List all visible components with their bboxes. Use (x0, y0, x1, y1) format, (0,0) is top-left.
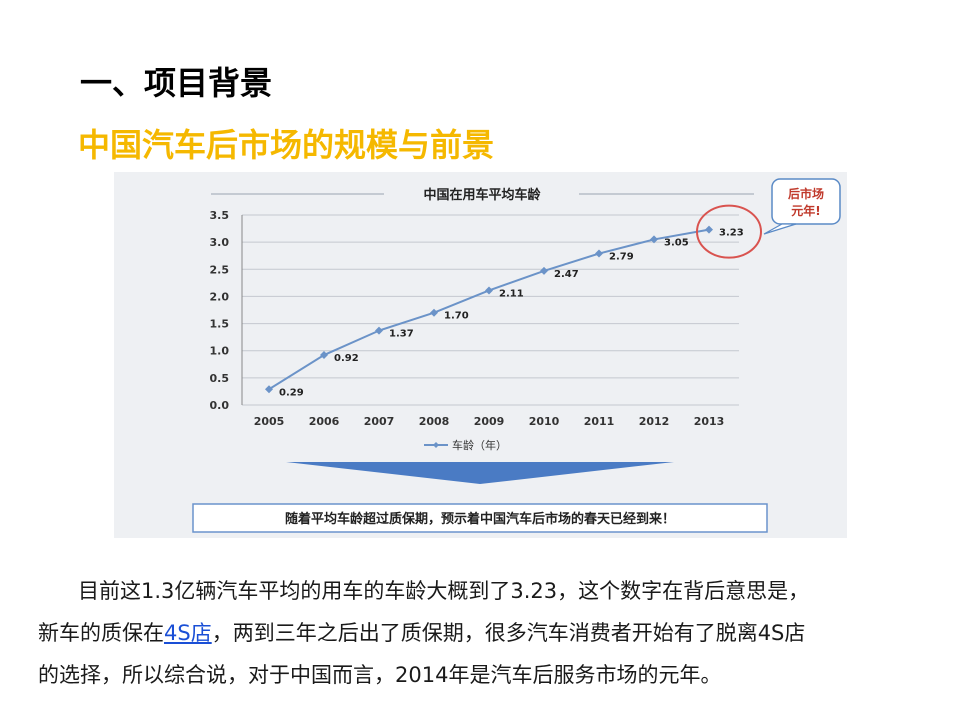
paragraph-line-2: 新车的质保在4S店，两到三年之后出了质保期，很多汽车消费者开始有了脱离4S店 (38, 612, 918, 654)
x-tick-label: 2011 (584, 415, 615, 428)
data-point (650, 235, 658, 244)
slide-subheading: 中国汽车后市场的规模与前景 (78, 126, 495, 164)
data-label: 1.70 (444, 311, 469, 322)
paragraph-line-3: 的选择，所以综合说，对于中国而言，2014年是汽车后服务市场的元年。 (38, 663, 722, 687)
down-arrow (286, 462, 674, 484)
data-label: 2.47 (554, 269, 579, 280)
data-point (540, 266, 548, 275)
x-tick-label: 2005 (254, 415, 285, 428)
banner-text: 随着平均车龄超过质保期，预示着中国汽车后市场的春天已经到来！ (285, 511, 675, 527)
data-point (320, 351, 328, 360)
paragraph-line-1: 目前这1.3亿辆汽车平均的用车的车龄大概到了3.23，这个数字在背后意思是， (78, 579, 810, 603)
callout-text-line-1: 后市场 (788, 186, 824, 201)
x-tick-label: 2012 (639, 415, 670, 428)
data-label: 0.29 (279, 387, 304, 398)
legend-label: 车龄（年） (452, 438, 507, 452)
legend-swatch-marker (433, 442, 439, 448)
y-tick-label: 2.5 (210, 263, 230, 276)
x-tick-label: 2006 (309, 415, 340, 428)
slide-heading: 一、项目背景 (80, 64, 273, 102)
x-tick-label: 2007 (364, 415, 395, 428)
callout-box (771, 178, 841, 225)
highlight-circle (696, 204, 762, 259)
y-tick-label: 3.5 (210, 209, 230, 222)
data-label: 0.92 (334, 353, 359, 364)
data-label: 2.11 (499, 288, 524, 299)
callout-pointer (763, 223, 797, 235)
average-car-age-chart: 中国在用车平均车龄 3.5 3.0 2.5 2.0 1.5 1.0 0.5 0.0 2005 200… (192, 178, 841, 533)
4s-store-link[interactable]: 4S店 (164, 621, 212, 645)
y-tick-label: 3.0 (210, 236, 230, 249)
x-tick-label: 2009 (474, 415, 505, 428)
data-point (705, 225, 713, 234)
data-label: 2.79 (609, 252, 634, 263)
data-point (485, 286, 493, 295)
chart-title: 中国在用车平均车龄 (423, 187, 541, 203)
data-label: 1.37 (389, 329, 414, 340)
data-point (265, 385, 273, 394)
x-tick-label: 2008 (419, 415, 450, 428)
x-tick-label: 2013 (694, 415, 725, 428)
data-point (375, 326, 383, 335)
callout-text-line-2: 元年! (791, 203, 820, 218)
x-tick-label: 2010 (529, 415, 560, 428)
y-tick-label: 0.0 (210, 399, 230, 412)
chart-figure: 中国在用车平均车龄 3.5 3.0 2.5 2.0 1.5 1.0 0.5 0.0 2005 200… (114, 172, 847, 538)
paragraph-line-2-start: 新车的质保在 (38, 621, 164, 645)
data-label: 3.23 (719, 228, 744, 239)
banner-box (192, 503, 768, 533)
y-tick-label: 1.0 (210, 345, 230, 358)
data-point (595, 249, 603, 258)
data-point (430, 308, 438, 317)
body-paragraph: 目前这1.3亿辆汽车平均的用车的车龄大概到了3.23，这个数字在背后意思是， 新… (38, 570, 918, 696)
y-tick-label: 0.5 (210, 372, 230, 385)
y-tick-label: 1.5 (210, 318, 230, 331)
series-line (268, 228, 710, 391)
data-label: 3.05 (664, 237, 689, 248)
paragraph-line-2-end: ，两到三年之后出了质保期，很多汽车消费者开始有了脱离4S店 (211, 621, 806, 645)
y-tick-label: 2.0 (210, 290, 230, 303)
